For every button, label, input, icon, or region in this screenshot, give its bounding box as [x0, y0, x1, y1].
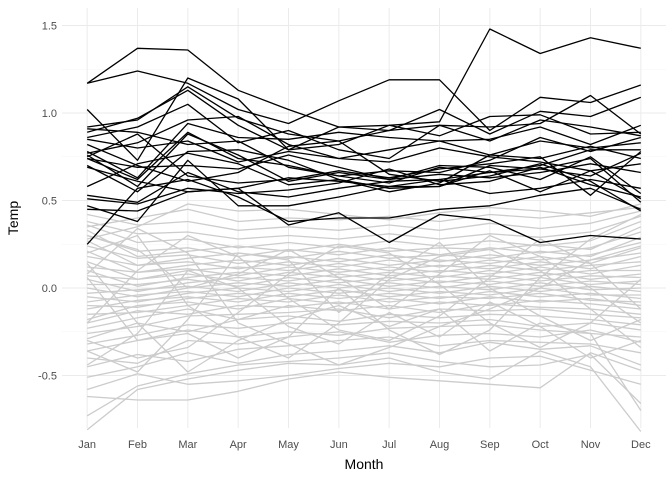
background-series-line-30 — [87, 241, 641, 265]
background-series-line-25 — [87, 264, 641, 287]
y-tick-label: 1.0 — [42, 108, 57, 120]
highlighted-series-line-1 — [86, 28, 641, 128]
highlighted-series-line-8 — [87, 115, 641, 160]
background-series-line-38 — [87, 203, 641, 240]
background-series-line-2 — [86, 352, 642, 417]
highlighted-series-line-13 — [87, 166, 641, 205]
background-series-line-10 — [87, 313, 641, 340]
background-series-line-15 — [87, 292, 641, 315]
highlighted-series-line-22 — [86, 140, 642, 212]
highlighted-series-group — [86, 28, 642, 245]
background-series-line-47 — [86, 227, 641, 366]
background-series-line-24 — [87, 269, 641, 282]
background-series-line-7 — [87, 329, 641, 364]
background-series-line-42 — [86, 245, 642, 359]
background-series-line-11 — [87, 308, 641, 335]
background-series-line-34 — [86, 220, 642, 249]
y-axis-ticks: -0.5 0.0 0.5 1.0 1.5 — [38, 21, 57, 383]
background-series-line-1 — [86, 350, 642, 432]
background-series-line-26 — [87, 261, 641, 277]
background-series-line-5 — [87, 341, 642, 378]
y-axis-title: Temp — [5, 201, 21, 235]
y-tick-label: 0.0 — [42, 283, 57, 295]
background-series-group — [86, 203, 642, 432]
x-tick-label: Feb — [128, 439, 147, 451]
background-series-line-12 — [87, 303, 641, 329]
x-tick-label: Dec — [631, 439, 651, 451]
background-series-line-41 — [86, 234, 642, 359]
background-series-line-29 — [86, 247, 641, 273]
y-tick-label: -0.5 — [38, 371, 57, 383]
background-series-line-3 — [87, 352, 642, 401]
background-series-line-43 — [86, 213, 642, 359]
background-series-line-21 — [87, 276, 641, 298]
x-tick-label: Jun — [330, 439, 348, 451]
x-axis-title: Month — [345, 456, 384, 472]
highlighted-series-line-12 — [86, 145, 641, 193]
background-series-line-28 — [87, 252, 641, 270]
highlighted-series-line-19 — [87, 171, 641, 203]
x-tick-label: Jan — [78, 439, 96, 451]
background-series-line-4 — [87, 355, 641, 391]
background-series-line-46 — [86, 241, 642, 373]
highlighted-series-line-23 — [87, 128, 641, 177]
y-tick-label: 1.5 — [42, 21, 57, 33]
highlighted-series-line-14 — [87, 159, 642, 223]
background-series-line-6 — [87, 336, 641, 368]
highlighted-series-line-15 — [87, 187, 641, 244]
background-series-line-35 — [87, 215, 641, 240]
background-series-line-44 — [86, 234, 642, 342]
y-tick-label: 0.5 — [42, 196, 57, 208]
highlighted-series-line-7 — [86, 122, 642, 179]
highlighted-series-line-4 — [87, 86, 641, 142]
background-series-line-18 — [87, 285, 641, 303]
background-series-line-39 — [86, 263, 642, 411]
background-series-line-27 — [86, 255, 641, 280]
highlighted-series-line-16 — [86, 178, 642, 245]
highlighted-series-line-2 — [87, 70, 642, 132]
x-tick-label: Oct — [532, 439, 549, 451]
x-tick-label: May — [278, 439, 299, 451]
x-tick-label: Jul — [382, 439, 396, 451]
background-series-line-23 — [87, 271, 641, 293]
x-tick-label: Sep — [480, 439, 500, 451]
background-series-line-8 — [87, 324, 641, 352]
x-tick-label: Aug — [430, 439, 450, 451]
x-axis-ticks: Jan Feb Mar Apr May Jun Jul Aug Sep Oct Nov Dec — [78, 439, 651, 451]
background-series-line-20 — [87, 280, 641, 294]
x-tick-label: Nov — [581, 439, 601, 451]
background-series-line-16 — [87, 290, 641, 310]
x-tick-label: Apr — [230, 439, 247, 451]
x-tick-label: Mar — [178, 439, 197, 451]
background-series-line-9 — [87, 318, 641, 345]
